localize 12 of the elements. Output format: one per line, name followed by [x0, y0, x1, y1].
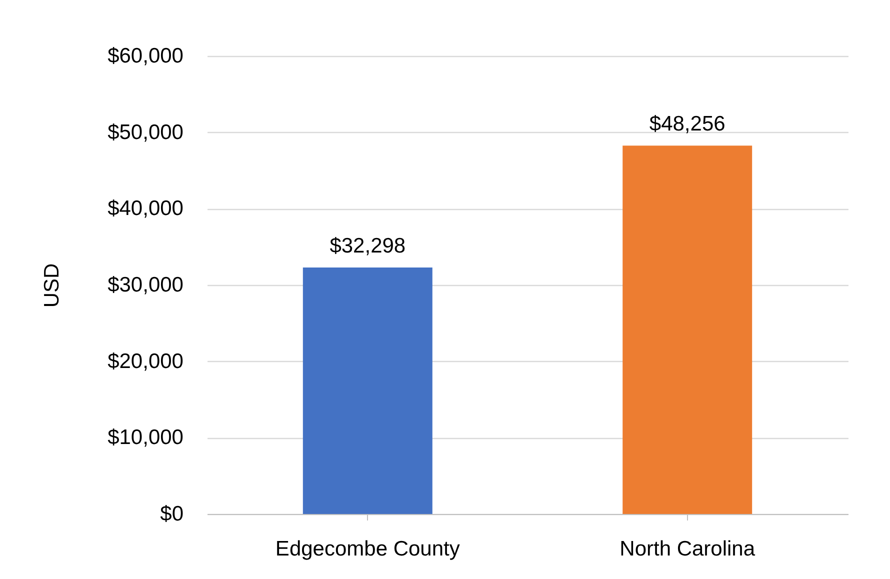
y-tick-label: $50,000 — [108, 120, 184, 144]
data-label: $32,298 — [330, 234, 406, 258]
y-tick-label: $0 — [160, 502, 184, 526]
x-tick-label: Edgecombe County — [275, 538, 460, 560]
y-tick-label: $10,000 — [108, 426, 184, 450]
y-tick-label: $60,000 — [108, 44, 184, 68]
y-axis-title: USD — [40, 263, 64, 308]
data-label: $48,256 — [649, 112, 726, 136]
y-tick-label: $40,000 — [108, 197, 184, 220]
x-tick-label: North Carolina — [620, 538, 756, 560]
y-tick-label: $30,000 — [108, 274, 184, 296]
y-tick-label: $20,000 — [108, 350, 184, 373]
